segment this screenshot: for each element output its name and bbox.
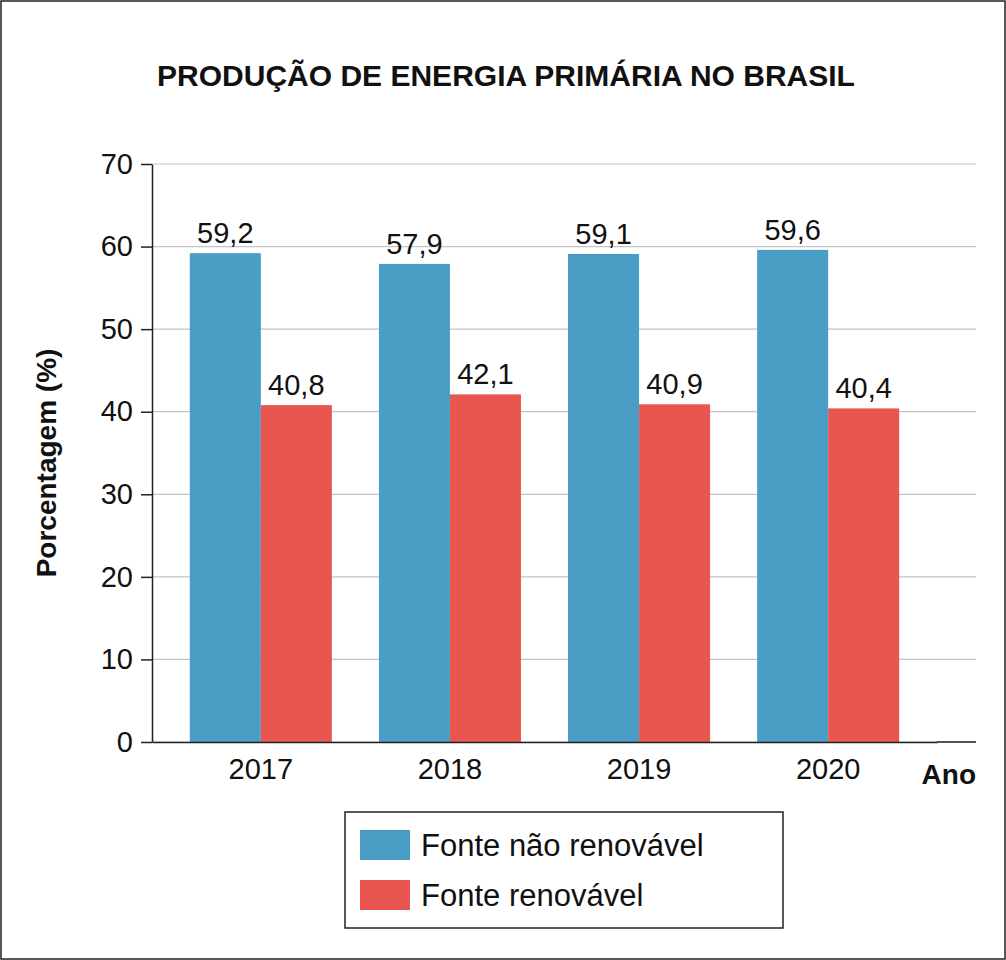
tick-mark (141, 246, 152, 248)
data-label: 40,4 (835, 372, 891, 404)
title: PRODUÇÃO DE ENERGIA PRIMÁRIA NO BRASIL (157, 59, 855, 92)
tick-label: 2018 (418, 753, 483, 785)
data-label: 59,1 (575, 218, 631, 250)
grid-line (152, 246, 976, 247)
tick-label: 2020 (796, 753, 861, 785)
tick-label: 50 (101, 313, 133, 345)
chart: PRODUÇÃO DE ENERGIA PRIMÁRIA NO BRASIL 59… (0, 0, 1006, 960)
grid-line (152, 163, 976, 164)
axis-line (937, 741, 976, 743)
tick-mark (141, 494, 152, 496)
y-axis: 0 10 20 30 40 50 60 70 (101, 148, 153, 758)
data-label: 40,9 (646, 368, 702, 400)
bar (261, 405, 332, 742)
bar (828, 408, 899, 742)
grid-line (152, 329, 976, 330)
tick-mark (141, 411, 152, 413)
legend-label: Fonte não renovável (421, 828, 704, 863)
bar (639, 404, 710, 742)
legend-box (345, 812, 783, 928)
tick-label: 30 (101, 478, 133, 510)
legend-swatch (360, 830, 410, 860)
frame (1, 1, 1005, 959)
tick-label: 0 (117, 726, 133, 758)
axis-line (152, 165, 154, 743)
tick-mark (141, 659, 152, 661)
x-tick: 2019 (607, 742, 672, 785)
grid (152, 164, 976, 742)
tick-mark (141, 329, 152, 331)
data-label: 59,2 (197, 217, 253, 249)
tick-label: 40 (101, 395, 133, 427)
tick-label: 70 (101, 148, 133, 180)
y-tick: 20 (101, 561, 152, 593)
data-labels: 59,2 57,9 59,1 59,6 40,8 42,1 40,9 40,4 (197, 214, 892, 405)
x-axis-title: Ano (922, 759, 976, 790)
tick-mark (141, 164, 152, 166)
data-label: 59,6 (764, 214, 820, 246)
y-tick: 30 (101, 478, 152, 510)
legend-label: Fonte renovável (421, 878, 643, 913)
y-tick: 50 (101, 313, 152, 345)
x-axis: 2017 2018 2019 2020 (153, 742, 938, 785)
y-axis-title: Porcentagem (%) (31, 349, 62, 578)
y-tick: 0 (117, 726, 152, 758)
data-label: 40,8 (268, 369, 324, 401)
tick-label: 2019 (607, 753, 672, 785)
x-tick: 2020 (796, 742, 861, 785)
bar (379, 264, 450, 742)
y-tick: 70 (101, 148, 152, 180)
tick-label: 10 (101, 643, 133, 675)
data-label: 57,9 (386, 228, 442, 260)
bars (190, 250, 899, 742)
bar (450, 394, 521, 742)
x-tick: 2017 (229, 742, 294, 785)
bar (190, 253, 261, 742)
tick-label: 60 (101, 230, 133, 262)
tick-label: 2017 (229, 753, 294, 785)
legend-swatch (360, 880, 410, 910)
y-tick: 10 (101, 643, 152, 675)
legend: Fonte não renovável Fonte renovável (345, 812, 783, 928)
tick-label: 20 (101, 561, 133, 593)
tick-mark (141, 742, 152, 744)
axis-line (153, 742, 938, 744)
bar (757, 250, 828, 742)
bar (568, 254, 639, 742)
tick-mark (141, 577, 152, 579)
y-tick: 60 (101, 230, 152, 262)
x-tick: 2018 (418, 742, 483, 785)
data-label: 42,1 (457, 358, 513, 390)
y-tick: 40 (101, 395, 152, 427)
